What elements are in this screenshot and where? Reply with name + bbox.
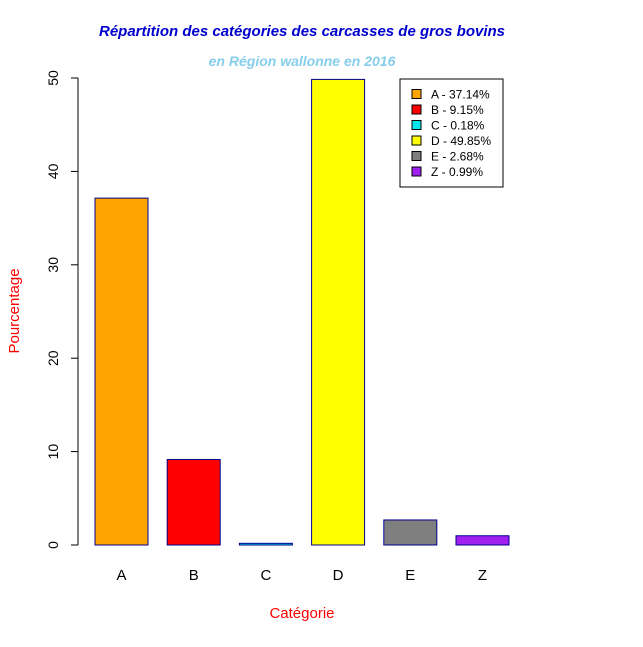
legend-entry: A - 37.14% bbox=[431, 88, 490, 102]
bar-d bbox=[311, 78, 366, 546]
y-tick-label: 0 bbox=[45, 541, 61, 549]
y-tick-label: 30 bbox=[45, 257, 61, 273]
legend-swatch bbox=[411, 166, 422, 177]
legend: A - 37.14%B - 9.15% C - 0.18%D - 49.85% E … bbox=[399, 78, 504, 188]
x-tick-label-z: Z bbox=[478, 567, 487, 584]
legend-entry: E - 2.68% bbox=[431, 150, 484, 164]
y-axis-label: Pourcentage bbox=[6, 268, 23, 353]
x-tick-label-c: C bbox=[260, 567, 271, 584]
legend-swatch bbox=[411, 151, 422, 161]
legend-swatch bbox=[411, 104, 422, 115]
x-tick-label-e: E bbox=[405, 567, 415, 584]
legend-swatch bbox=[411, 120, 422, 130]
y-tick-label: 10 bbox=[45, 444, 61, 460]
chart-title: Répartition des catégories des carcasses… bbox=[99, 23, 505, 40]
bar-c bbox=[238, 542, 293, 546]
y-tick-label: 40 bbox=[45, 163, 61, 179]
bar-b bbox=[166, 459, 221, 546]
bar-a bbox=[94, 197, 149, 546]
legend-entry: D - 49.85% bbox=[431, 134, 491, 148]
x-axis-label: Catégorie bbox=[269, 605, 334, 622]
y-axis: 0 10 20 30 40 50 bbox=[45, 70, 79, 549]
x-tick-label-b: B bbox=[189, 567, 199, 584]
bar-z bbox=[455, 535, 510, 546]
x-tick-label-a: A bbox=[116, 567, 126, 584]
y-tick-label: 20 bbox=[45, 350, 61, 366]
legend-entry: C - 0.18% bbox=[431, 119, 485, 133]
legend-swatch bbox=[411, 89, 422, 99]
y-tick-label: 50 bbox=[45, 70, 61, 86]
chart-subtitle: en Région wallonne en 2016 bbox=[209, 53, 396, 69]
legend-entry: Z - 0.99% bbox=[431, 165, 483, 179]
x-tick-label-d: D bbox=[333, 567, 344, 584]
bars bbox=[94, 78, 510, 546]
bar-e bbox=[383, 519, 438, 546]
legend-swatch bbox=[411, 135, 422, 146]
legend-entry: B - 9.15% bbox=[431, 103, 484, 117]
